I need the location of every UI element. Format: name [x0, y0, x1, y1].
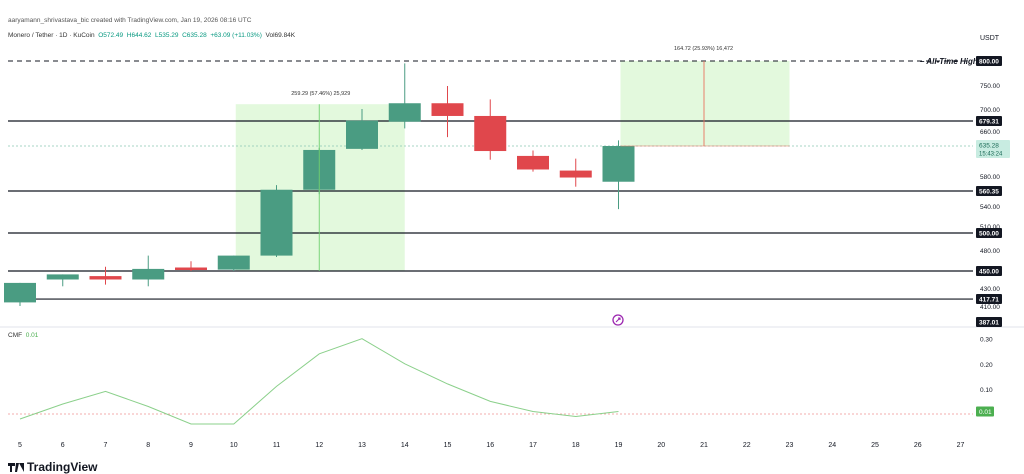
level-price-tag-text: 387.01 [979, 319, 999, 326]
level-price-tag [976, 186, 1002, 196]
date-tick: 21 [700, 442, 708, 449]
current-price-label: 635.28 [979, 143, 999, 150]
level-price-tag [976, 294, 1002, 305]
date-tick: 27 [957, 442, 965, 449]
brand-name: TradingView [27, 460, 98, 474]
date-tick: 9 [189, 442, 193, 449]
level-price-tag [976, 316, 1002, 327]
date-tick: 10 [230, 442, 238, 449]
price-tick: 430.00 [980, 286, 1000, 293]
cmf-line[interactable] [19, 338, 619, 425]
price-tick: 480.00 [980, 248, 1000, 255]
date-tick: 15 [444, 442, 452, 449]
candle-body[interactable] [175, 267, 207, 271]
date-tick: 19 [615, 442, 623, 449]
measure-2-label: 164.72 (25.93%) 16,472 [674, 46, 733, 52]
cmf-name: CMF [8, 332, 23, 339]
cmf-tick: 0.30 [980, 337, 993, 344]
symbol-legend: Monero / Tether · 1D · KuCoin O572.49 H6… [8, 32, 295, 39]
level-price-tag-text: 500.00 [979, 231, 999, 238]
current-price-tag [976, 140, 1010, 158]
ohlc-high: H644.62 [126, 32, 152, 39]
replay-icon[interactable] [612, 314, 624, 326]
date-tick: 5 [18, 442, 22, 449]
level-price-tag [976, 116, 1002, 126]
cmf-tick: 0.10 [980, 387, 993, 394]
date-tick: 25 [871, 442, 879, 449]
ath-price-tag-text: 800.00 [979, 59, 999, 66]
candle-body[interactable] [346, 120, 378, 149]
candle-body[interactable] [602, 146, 635, 182]
cmf-legend[interactable]: CMF 0.01 [8, 332, 38, 339]
chart-credit: aaryamann_shrivastava_bic created with T… [8, 17, 252, 24]
candle-body[interactable] [559, 170, 592, 178]
price-tick: 540.00 [980, 204, 1000, 211]
level-price-tag-text: 560.35 [979, 189, 999, 196]
ohlc-low: L535.29 [154, 32, 179, 39]
price-tick: 580.00 [980, 174, 1000, 181]
candle-body[interactable] [217, 255, 250, 270]
price-tick: 510.00 [980, 224, 1000, 231]
ath-label: – All-Time High [920, 57, 978, 66]
cmf-value-tag [976, 406, 994, 417]
price-tick: 660.00 [980, 129, 1000, 136]
candle-body[interactable] [260, 189, 293, 256]
date-tick: 24 [828, 442, 836, 449]
candle-body[interactable] [132, 268, 165, 280]
cmf-value: 0.01 [25, 332, 39, 339]
level-price-tag [976, 266, 1002, 276]
date-tick: 6 [61, 442, 65, 449]
candle-body[interactable] [46, 274, 79, 280]
date-tick: 23 [786, 442, 794, 449]
price-tick: 410.00 [980, 304, 1000, 311]
cmf-tick: 0.20 [980, 362, 993, 369]
volume-readout: Vol69.84K [265, 32, 296, 39]
level-price-tag [976, 228, 1002, 238]
date-tick: 11 [273, 442, 280, 449]
date-tick: 13 [358, 442, 366, 449]
date-tick: 26 [914, 442, 922, 449]
ohlc-change: +63.09 (+11.03%) [210, 32, 262, 39]
price-tick: 750.00 [980, 83, 1000, 90]
level-price-tag-text: 450.00 [979, 269, 999, 276]
date-tick: 17 [529, 442, 537, 449]
tradingview-logo: TradingView [8, 460, 97, 474]
date-tick: 8 [146, 442, 150, 449]
candle-body[interactable] [4, 282, 36, 303]
countdown-label: 15:43:24 [979, 152, 1003, 158]
candle-body[interactable] [517, 155, 549, 170]
level-price-tag-text: 417.71 [979, 297, 999, 304]
date-tick: 7 [104, 442, 108, 449]
tradingview-icon [8, 463, 24, 473]
level-price-tag-text: 679.31 [979, 119, 999, 126]
measure-1-label: 259.29 (57.46%) 25,929 [291, 91, 350, 97]
date-tick: 18 [572, 442, 580, 449]
candle-body[interactable] [388, 103, 421, 122]
cmf-value-tag-text: 0.01 [979, 409, 992, 416]
ohlc-open: O572.49 [98, 32, 124, 39]
date-tick: 22 [743, 442, 751, 449]
date-tick: 20 [657, 442, 665, 449]
date-tick: 14 [401, 442, 409, 449]
measure-box-2[interactable] [620, 61, 790, 146]
ohlc-close: C635.28 [182, 32, 207, 39]
date-tick: 12 [315, 442, 323, 449]
price-tick: 700.00 [980, 107, 1000, 114]
candle-body[interactable] [431, 103, 464, 116]
candle-body[interactable] [474, 115, 507, 152]
date-tick: 16 [486, 442, 494, 449]
symbol-name[interactable]: Monero / Tether · 1D · KuCoin [8, 32, 95, 39]
ath-price-tag [976, 56, 1002, 66]
currency-label: USDT [980, 35, 1000, 42]
candle-body[interactable] [89, 276, 122, 280]
